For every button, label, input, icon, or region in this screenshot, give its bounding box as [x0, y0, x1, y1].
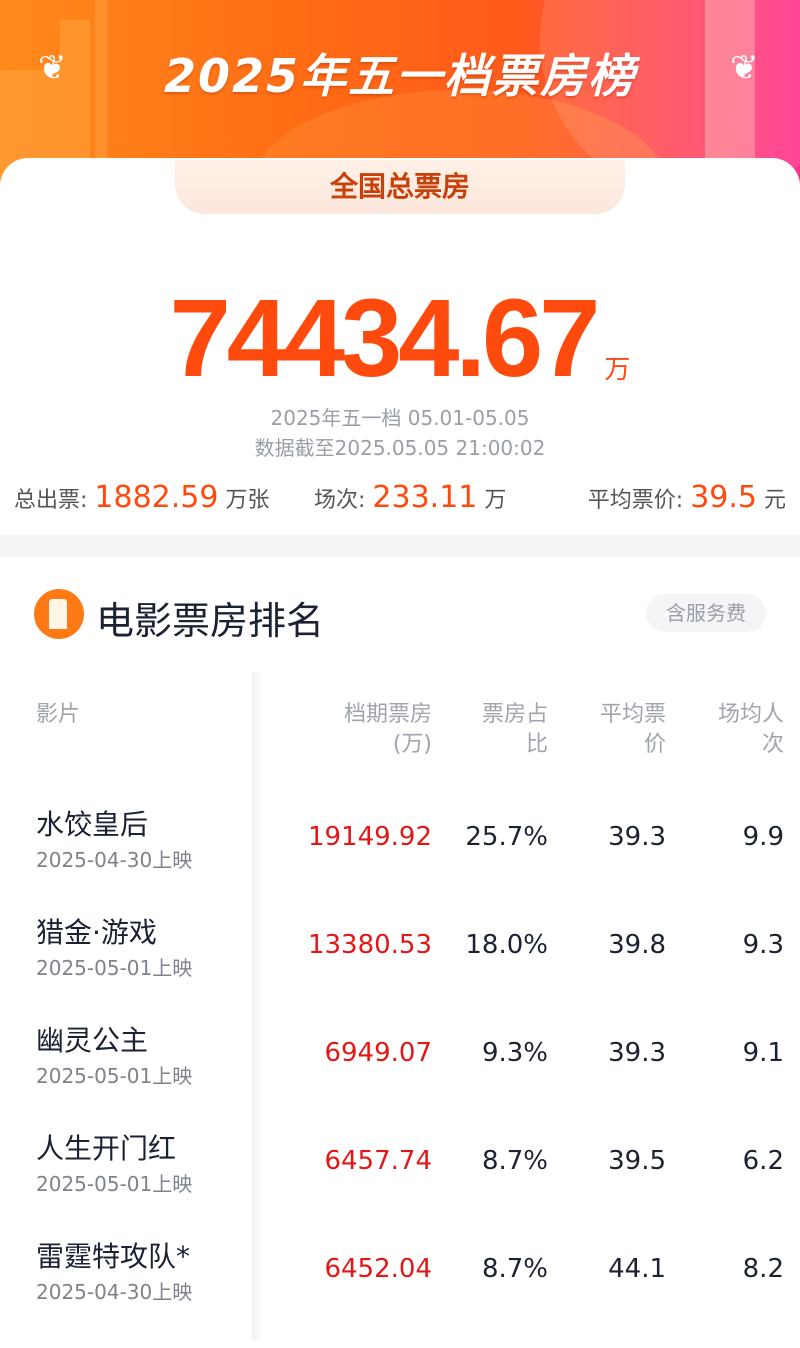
film-name: 幽灵公主: [36, 1024, 149, 1057]
shows-stat: 场次: 233.11 万: [314, 480, 506, 515]
share-value: 9.3%: [481, 1038, 548, 1068]
col-share[interactable]: 票房占比: [482, 700, 548, 760]
avg-price-value: 44.1: [608, 1254, 666, 1284]
col-avg-price[interactable]: 平均票价: [600, 700, 666, 760]
price-value: 39.5: [690, 480, 757, 515]
share-value: 8.7%: [481, 1146, 548, 1176]
tickets-stat: 总出票: 1882.59 万张: [14, 480, 270, 515]
table-row[interactable]: 幽灵公主 2025-05-01上映 6949.07 9.3% 39.3 9.1: [0, 1024, 800, 1132]
avg-price-value: 39.8: [608, 930, 666, 960]
tower-decoration: [95, 0, 107, 200]
total-box-office-row: 74434.67 万: [0, 278, 800, 394]
release-date: 2025-05-01上映: [36, 956, 193, 980]
film-name: 水饺皇后: [36, 808, 149, 841]
share-value: 18.0%: [465, 930, 548, 960]
per-show-value: 9.1: [742, 1038, 784, 1068]
per-show-value: 9.9: [742, 822, 784, 852]
total-unit: 万: [604, 354, 631, 385]
per-show-value: 9.3: [742, 930, 784, 960]
film-name: 人生开门红: [36, 1132, 177, 1165]
col-label: 比: [525, 732, 548, 757]
col-label: 价: [643, 732, 666, 757]
price-label: 平均票价:: [587, 488, 684, 513]
table-row[interactable]: 人生开门红 2025-05-01上映 6457.74 8.7% 39.5 6.2: [0, 1132, 800, 1240]
col-label: 场均人: [717, 702, 784, 727]
avg-price-value: 39.3: [608, 822, 666, 852]
col-label: 平均票: [599, 702, 666, 727]
laurel-left-icon: ❦: [38, 48, 67, 88]
updated-text: 数据截至2025.05.05 21:00:02: [254, 436, 546, 460]
laurel-right-icon: ❦: [730, 48, 759, 88]
period-text: 2025年五一档 05.01-05.05: [270, 406, 530, 430]
col-label: 票房占: [481, 702, 548, 727]
release-date: 2025-05-01上映: [36, 1064, 193, 1088]
release-date: 2025-05-01上映: [36, 1172, 193, 1196]
tickets-unit: 万张: [225, 488, 270, 513]
col-per-show[interactable]: 场均人次: [718, 700, 784, 760]
col-box-office[interactable]: 档期票房 (万): [344, 700, 432, 760]
summary-card: [0, 158, 800, 558]
col-label: 次: [761, 732, 784, 757]
shows-value: 233.11: [372, 480, 478, 515]
per-show-value: 8.2: [742, 1254, 784, 1284]
page-title: 2025年五一档票房榜: [163, 49, 637, 103]
service-fee-badge[interactable]: 含服务费: [646, 594, 766, 632]
price-unit: 元: [763, 488, 786, 513]
tab-national-box-office[interactable]: 全国总票房: [175, 160, 625, 214]
col-film: 影片: [36, 702, 81, 727]
avg-price-value: 39.5: [608, 1146, 666, 1176]
table-row[interactable]: 猎金·游戏 2025-05-01上映 13380.53 18.0% 39.8 9…: [0, 916, 800, 1024]
lighthouse-decoration: [705, 0, 755, 180]
box-office-value: 6457.74: [324, 1146, 432, 1176]
box-office-value: 13380.53: [307, 930, 432, 960]
box-office-value: 6949.07: [324, 1038, 432, 1068]
lighthouse-icon: [34, 589, 84, 639]
per-show-value: 6.2: [742, 1146, 784, 1176]
col-label: 档期票房: [343, 702, 432, 727]
sticky-column-shadow: [252, 672, 264, 1340]
col-label: (万): [392, 732, 432, 757]
shows-unit: 万: [484, 488, 507, 513]
avg-price-value: 39.3: [608, 1038, 666, 1068]
shows-label: 场次:: [314, 488, 366, 513]
total-box-office: 74434.67: [169, 277, 601, 400]
section-divider: [0, 535, 800, 557]
film-name: 猎金·游戏: [36, 916, 157, 949]
price-stat: 平均票价: 39.5 元: [588, 480, 786, 515]
share-value: 25.7%: [465, 822, 548, 852]
table-row[interactable]: 雷霆特攻队* 2025-04-30上映 6452.04 8.7% 44.1 8.…: [0, 1240, 800, 1348]
box-office-value: 6452.04: [324, 1254, 432, 1284]
film-name: 雷霆特攻队*: [36, 1240, 191, 1273]
tickets-value: 1882.59: [94, 480, 219, 515]
release-date: 2025-04-30上映: [36, 848, 193, 872]
tickets-label: 总出票:: [14, 488, 88, 513]
release-date: 2025-04-30上映: [36, 1280, 193, 1304]
share-value: 8.7%: [481, 1254, 548, 1284]
table-row[interactable]: 水饺皇后 2025-04-30上映 19149.92 25.7% 39.3 9.…: [0, 808, 800, 916]
section-title: 电影票房排名: [96, 599, 325, 643]
box-office-value: 19149.92: [307, 822, 432, 852]
